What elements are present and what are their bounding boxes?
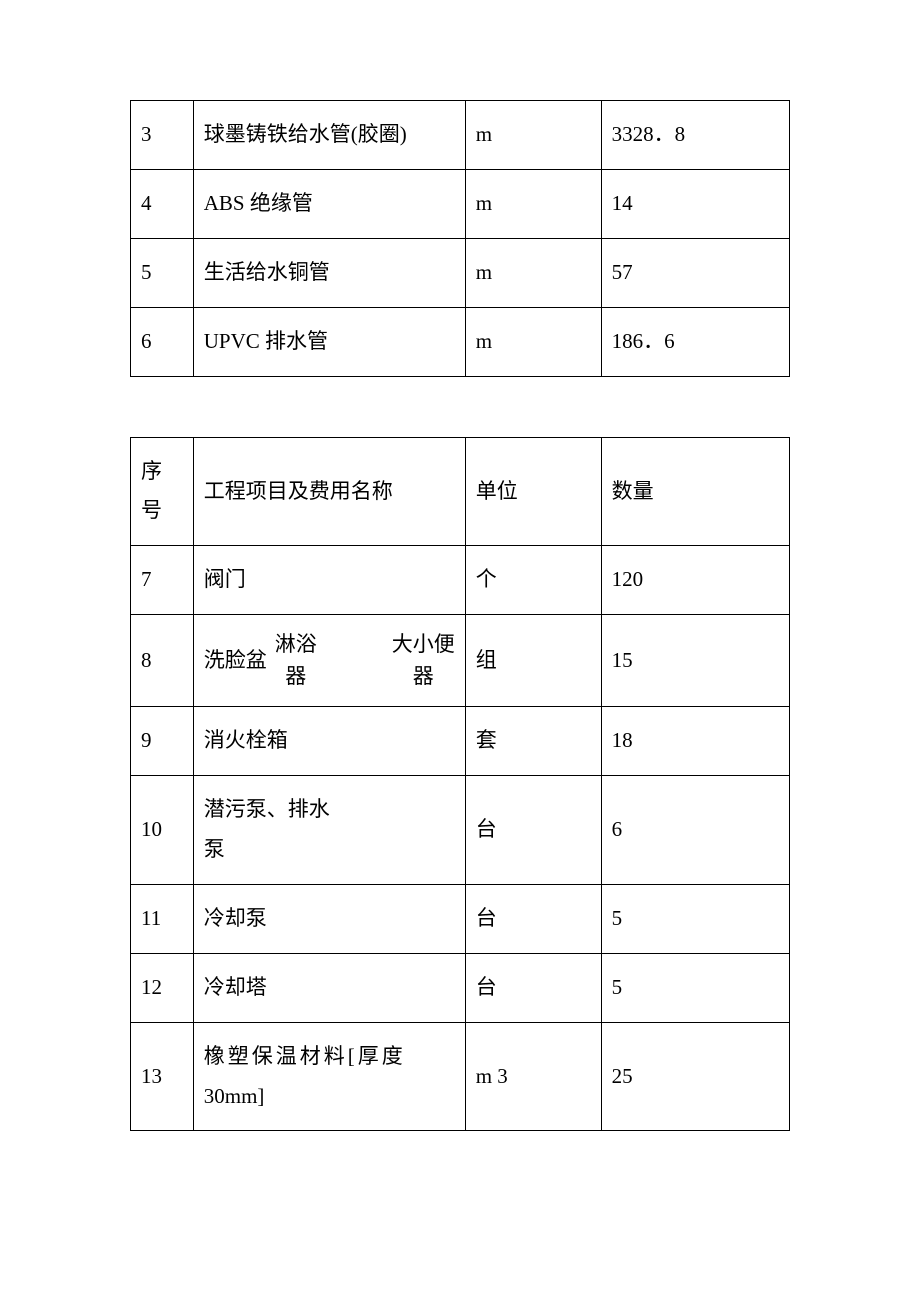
- table-row: 8 洗脸盆 淋浴器 大小便器 组 15: [131, 615, 790, 707]
- item-unit: m 3: [465, 1022, 601, 1131]
- item-name: 冷却塔: [193, 953, 465, 1022]
- item-quantity: 5: [601, 884, 789, 953]
- item-quantity: 14: [601, 169, 789, 238]
- item-unit: 个: [465, 546, 601, 615]
- item-name: UPVC 排水管: [193, 307, 465, 376]
- item-name: 冷却泵: [193, 884, 465, 953]
- item-unit: 组: [465, 615, 601, 707]
- item-name: 生活给水铜管: [193, 238, 465, 307]
- item-quantity: 18: [601, 707, 789, 776]
- row-number: 4: [131, 169, 194, 238]
- row-number: 8: [131, 615, 194, 707]
- item-name-part: 大小便器: [392, 629, 455, 692]
- row-number: 10: [131, 776, 194, 885]
- item-quantity: 15: [601, 615, 789, 707]
- table-row: 11 冷却泵 台 5: [131, 884, 790, 953]
- row-number: 13: [131, 1022, 194, 1131]
- table-row: 9 消火栓箱 套 18: [131, 707, 790, 776]
- table-row: 4 ABS 绝缘管 m 14: [131, 169, 790, 238]
- item-unit: 套: [465, 707, 601, 776]
- item-quantity: 6: [601, 776, 789, 885]
- row-number: 6: [131, 307, 194, 376]
- item-unit: 台: [465, 953, 601, 1022]
- header-number: 序号: [131, 437, 194, 546]
- table-row: 13 橡塑保温材料[厚度30mm] m 3 25: [131, 1022, 790, 1131]
- row-number: 9: [131, 707, 194, 776]
- table-row: 12 冷却塔 台 5: [131, 953, 790, 1022]
- item-unit: 台: [465, 776, 601, 885]
- row-number: 5: [131, 238, 194, 307]
- item-quantity: 5: [601, 953, 789, 1022]
- item-quantity: 57: [601, 238, 789, 307]
- item-unit: 台: [465, 884, 601, 953]
- table-row: 7 阀门 个 120: [131, 546, 790, 615]
- row-number: 11: [131, 884, 194, 953]
- row-number: 12: [131, 953, 194, 1022]
- table-row: 3 球墨铸铁给水管(胶圈) m 3328．8: [131, 101, 790, 170]
- item-quantity: 25: [601, 1022, 789, 1131]
- item-name: ABS 绝缘管: [193, 169, 465, 238]
- item-quantity: 120: [601, 546, 789, 615]
- item-unit: m: [465, 101, 601, 170]
- row-number: 3: [131, 101, 194, 170]
- item-name: 洗脸盆 淋浴器 大小便器: [193, 615, 465, 707]
- header-quantity: 数量: [601, 437, 789, 546]
- table-row: 5 生活给水铜管 m 57: [131, 238, 790, 307]
- table-row: 10 潜污泵、排水泵 台 6: [131, 776, 790, 885]
- header-unit: 单位: [465, 437, 601, 546]
- materials-table-2: 序号 工程项目及费用名称 单位 数量 7 阀门 个 120 8 洗脸盆 淋浴器 …: [130, 437, 790, 1132]
- item-name: 消火栓箱: [193, 707, 465, 776]
- materials-table-1: 3 球墨铸铁给水管(胶圈) m 3328．8 4 ABS 绝缘管 m 14 5 …: [130, 100, 790, 377]
- item-name-part: 淋浴器: [275, 629, 317, 692]
- table-header-row: 序号 工程项目及费用名称 单位 数量: [131, 437, 790, 546]
- item-name: 橡塑保温材料[厚度30mm]: [193, 1022, 465, 1131]
- item-name-part: 洗脸盆: [204, 641, 275, 681]
- item-quantity: 186．6: [601, 307, 789, 376]
- table-row: 6 UPVC 排水管 m 186．6: [131, 307, 790, 376]
- item-unit: m: [465, 238, 601, 307]
- item-quantity: 3328．8: [601, 101, 789, 170]
- item-name: 球墨铸铁给水管(胶圈): [193, 101, 465, 170]
- row-number: 7: [131, 546, 194, 615]
- header-name: 工程项目及费用名称: [193, 437, 465, 546]
- item-unit: m: [465, 307, 601, 376]
- item-name: 潜污泵、排水泵: [193, 776, 465, 885]
- item-name: 阀门: [193, 546, 465, 615]
- item-unit: m: [465, 169, 601, 238]
